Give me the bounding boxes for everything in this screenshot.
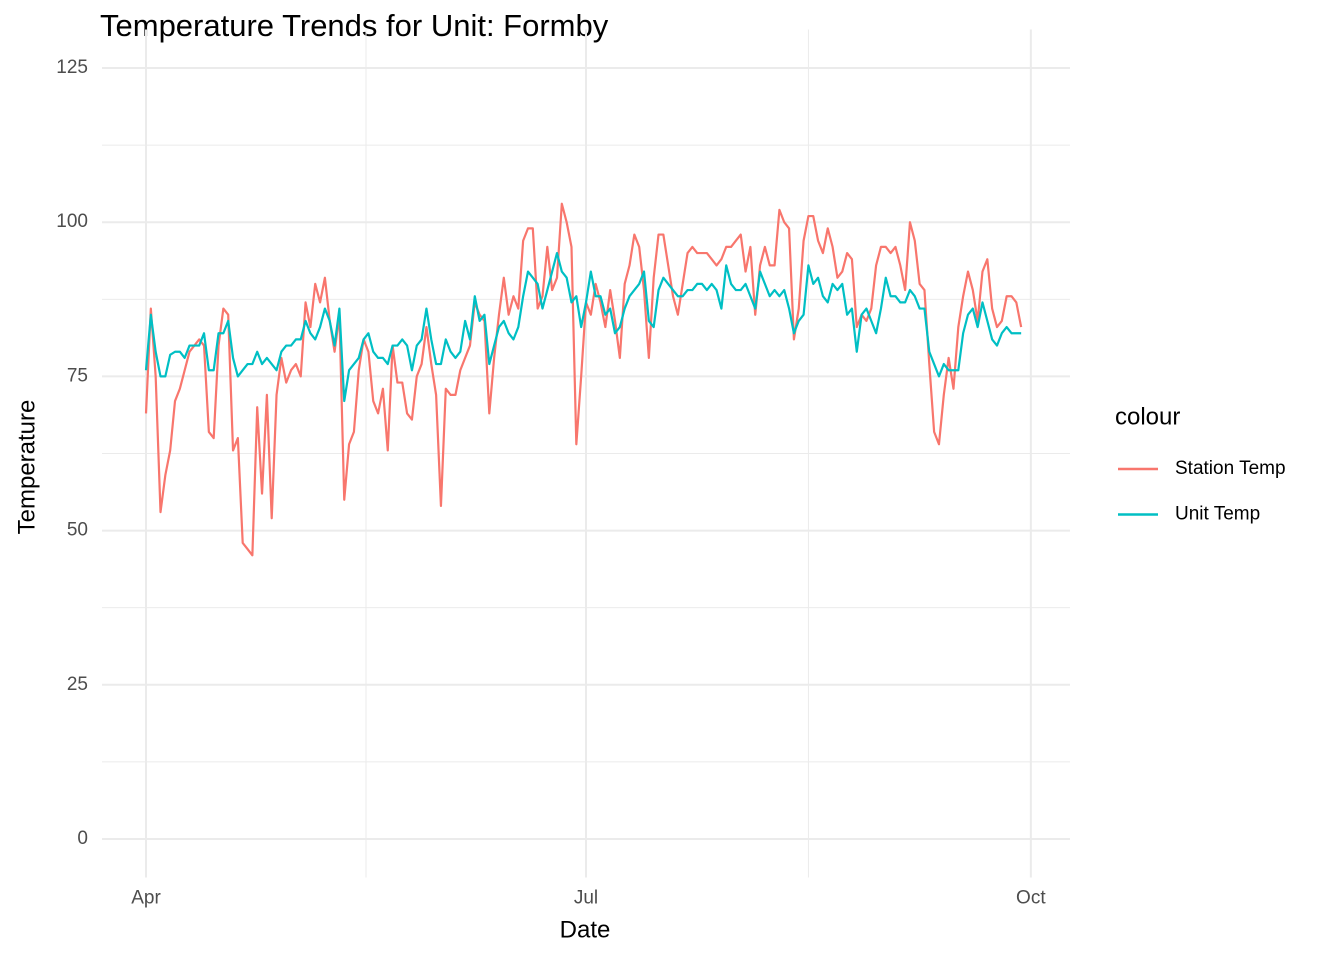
y-tick-label: 50: [67, 520, 88, 541]
chart-title: Temperature Trends for Unit: Formby: [100, 8, 609, 43]
x-tick-label: Oct: [1016, 888, 1046, 909]
y-tick-label: 75: [67, 365, 88, 386]
y-axis-title: Temperature: [13, 400, 40, 535]
x-axis-title: Date: [560, 916, 611, 943]
y-tick-label: 0: [77, 828, 88, 849]
legend-label: Unit Temp: [1175, 504, 1260, 525]
x-tick-label: Jul: [574, 888, 598, 909]
x-tick-label: Apr: [131, 888, 161, 909]
series-line: [144, 251, 1022, 403]
y-tick-label: 100: [56, 211, 88, 232]
legend-label: Station Temp: [1175, 458, 1286, 479]
y-tick-label: 25: [67, 674, 88, 695]
legend-title: colour: [1115, 403, 1180, 430]
series-line: [144, 202, 1023, 557]
y-tick-label: 125: [56, 57, 88, 78]
